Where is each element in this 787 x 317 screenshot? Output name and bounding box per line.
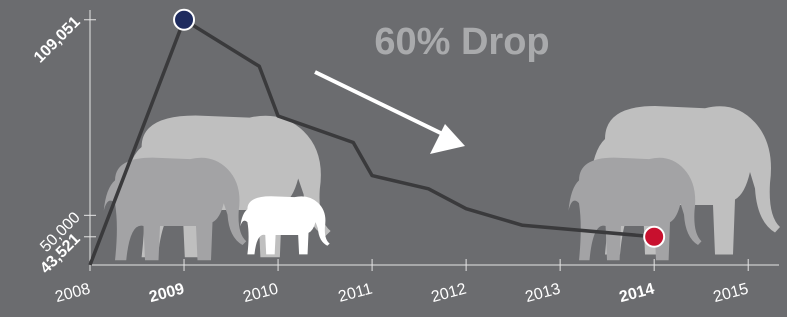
highlight-point [644,227,664,247]
highlight-point [174,10,194,30]
chart-title: 60% Drop [374,21,549,63]
chart: 60% Drop 43,52150,000109,051200820092010… [0,0,787,317]
